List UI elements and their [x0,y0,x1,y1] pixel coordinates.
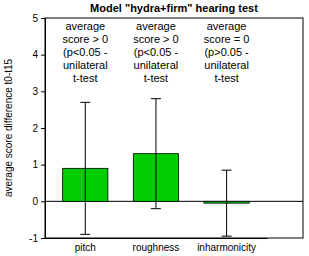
annotation: average [65,20,105,32]
annotation: (p>0.05 - [204,46,249,58]
y-tick: 4 [32,49,45,60]
y-tick-label: 4 [32,49,38,60]
x-axis-line [46,238,268,239]
y-tick-mark [41,18,45,19]
y-tick-mark [41,165,45,166]
annotation: score > 0 [133,33,179,45]
error-bar-cap [151,208,161,209]
y-tick: 5 [32,13,45,24]
error-bar-cap [222,170,232,171]
y-tick-label: 2 [32,123,38,134]
annotation: unilateral [134,59,179,71]
error-bar-cap [80,234,90,235]
error-bar-cap [222,236,232,237]
y-tick-label: -1 [29,233,38,244]
y-axis-line [41,19,46,239]
y-tick-mark [41,128,45,129]
chart: -1 0 1 2 3 4 5 pitch roughness inharmonicity avera… [0,0,309,256]
y-tick: 3 [32,86,45,97]
error-bar-stem [155,99,156,209]
error-bar-cap [80,102,90,103]
y-tick: 2 [32,123,45,134]
y-tick-label: 5 [32,13,38,24]
plot-frame [45,18,303,238]
annotation: score = 0 [204,33,250,45]
x-tick-label: pitch [75,242,96,253]
y-tick-label: 1 [32,159,38,170]
x-tick: inharmonicity [197,238,256,253]
x-tick-label: roughness [133,242,180,253]
error-bar-cap [151,98,161,99]
error-bar [222,170,232,236]
y-axis-title: average score difference t0-t15 [3,58,14,197]
plot-area [63,99,250,237]
y-tick-mark [41,238,45,239]
error-bar [151,99,161,209]
annotation: score > 0 [62,33,108,45]
x-tick-label: inharmonicity [197,242,256,253]
y-tick: 0 [32,196,45,207]
annotation: average [136,20,176,32]
annotation: t-test [214,72,238,84]
annotation: unilateral [63,59,108,71]
error-bar-stem [85,102,86,234]
annotation: t-test [144,72,168,84]
annotation: (p<0.05 - [134,46,179,58]
y-tick: -1 [29,233,45,244]
annotation: t-test [73,72,97,84]
annotations: averagescore > 0(p<0.05 -unilateralt-tes… [62,20,249,84]
y-tick-mark [41,201,45,202]
y-tick-mark [41,55,45,56]
y-tick-label: 0 [32,196,38,207]
y-tick: 1 [32,159,45,170]
x-axis: pitch roughness inharmonicity [46,238,268,253]
x-tick: pitch [75,238,96,253]
title: Model "hydra+firm" hearing test [90,2,258,14]
error-bar [80,102,90,234]
annotation: (p<0.05 - [63,46,108,58]
y-tick-label: 3 [32,86,38,97]
y-axis: -1 0 1 2 3 4 5 [29,13,45,244]
annotation: unilateral [204,59,249,71]
y-tick-mark [41,91,45,92]
error-bar-stem [226,170,227,236]
annotation: average [207,20,247,32]
x-tick: roughness [133,238,180,253]
